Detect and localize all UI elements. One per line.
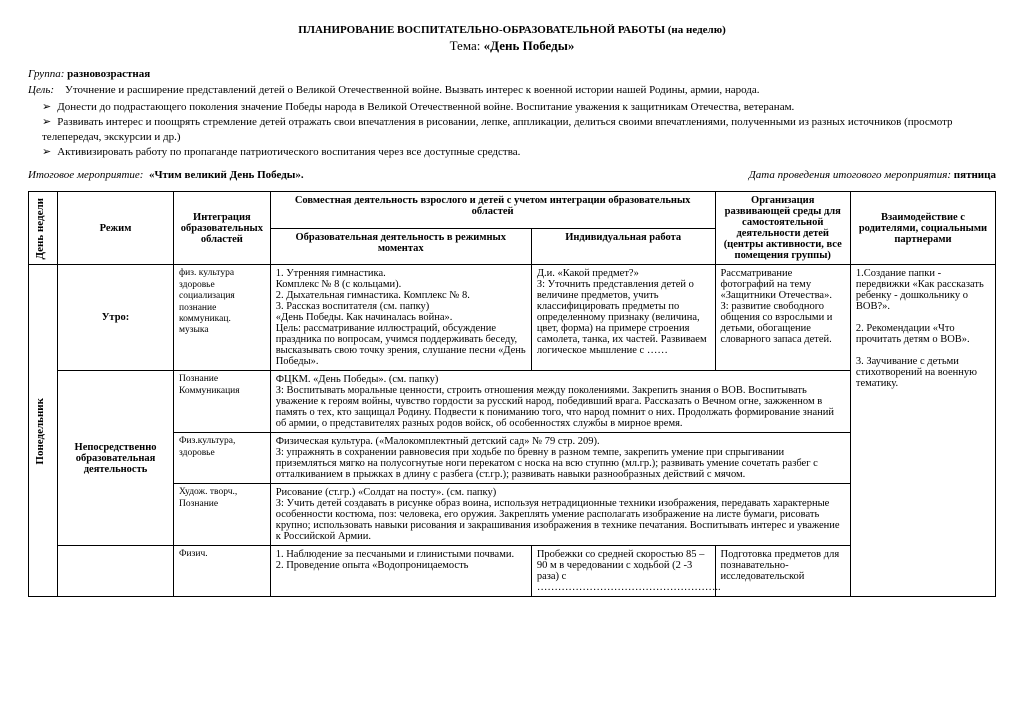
edu-morning: 1. Утренняя гимнастика. Комплекс № 8 (с … xyxy=(270,265,531,371)
integration-morning: физ. культура здоровье социализация позн… xyxy=(174,265,271,371)
regime-last xyxy=(58,546,174,597)
day-cell: Понедельник xyxy=(34,398,46,465)
col-integration: Интеграция образовательных областей xyxy=(174,192,271,265)
goals-list: Донести до подрастающего поколения значе… xyxy=(28,100,996,159)
regime-direct: Непосредственно образовательная деятельн… xyxy=(58,371,174,546)
plan-table: День недели Режим Интеграция образовател… xyxy=(28,191,996,597)
integration-d2: Физ.культура, здоровье xyxy=(174,433,271,484)
col-joint: Совместная деятельность взрослого и дете… xyxy=(270,192,715,229)
col-regime: Режим xyxy=(58,192,174,265)
integration-last: Физич. xyxy=(174,546,271,597)
individual-morning: Д.и. «Какой предмет?» З: Уточнить предст… xyxy=(531,265,715,371)
integration-d1: Познание Коммуникация xyxy=(174,371,271,433)
env-morning: Рассматривание фотографий на тему «Защит… xyxy=(715,265,850,371)
group-line: Группа: разновозрастная xyxy=(28,68,996,80)
integration-d3: Худож. творч., Познание xyxy=(174,484,271,546)
goal-item: Донести до подрастающего поколения значе… xyxy=(42,100,996,115)
env-last: Подготовка предметов для познавательно-и… xyxy=(715,546,850,597)
edu-last: 1. Наблюдение за песчаными и глинистыми … xyxy=(270,546,531,597)
col-day: День недели xyxy=(34,198,46,260)
header-row-1: День недели Режим Интеграция образовател… xyxy=(29,192,996,229)
col-edu-moments: Образовательная деятельность в режимных … xyxy=(270,228,531,265)
doc-title: ПЛАНИРОВАНИЕ ВОСПИТАТЕЛЬНО-ОБРАЗОВАТЕЛЬН… xyxy=(28,24,996,36)
goal-line: Цель: Уточнение и расширение представлен… xyxy=(28,84,996,96)
regime-morning: Утро: xyxy=(58,265,174,371)
col-individual: Индивидуальная работа xyxy=(531,228,715,265)
col-parents: Взаимодействие с родителями, социальными… xyxy=(850,192,995,265)
theme-line: Тема: «День Победы» xyxy=(28,38,996,54)
morning-row: Понедельник Утро: физ. культура здоровье… xyxy=(29,265,996,371)
event-row: Итоговое мероприятие: «Чтим великий День… xyxy=(28,169,996,181)
goal-item: Развивать интерес и поощрять стремление … xyxy=(42,115,996,145)
text-d1: ФЦКМ. «День Победы». (см. папку) З: Восп… xyxy=(270,371,850,433)
text-d3: Рисование (ст.гр.) «Солдат на посту». (с… xyxy=(270,484,850,546)
goal-item: Активизировать работу по пропаганде патр… xyxy=(42,145,996,160)
col-env: Организация развивающей среды для самост… xyxy=(715,192,850,265)
individual-last: Пробежки со средней скоростью 85 – 90 м … xyxy=(531,546,715,597)
text-d2: Физическая культура. («Малокомплектный д… xyxy=(270,433,850,484)
parents-cell: 1.Создание папки - передвижки «Как расск… xyxy=(850,265,995,597)
